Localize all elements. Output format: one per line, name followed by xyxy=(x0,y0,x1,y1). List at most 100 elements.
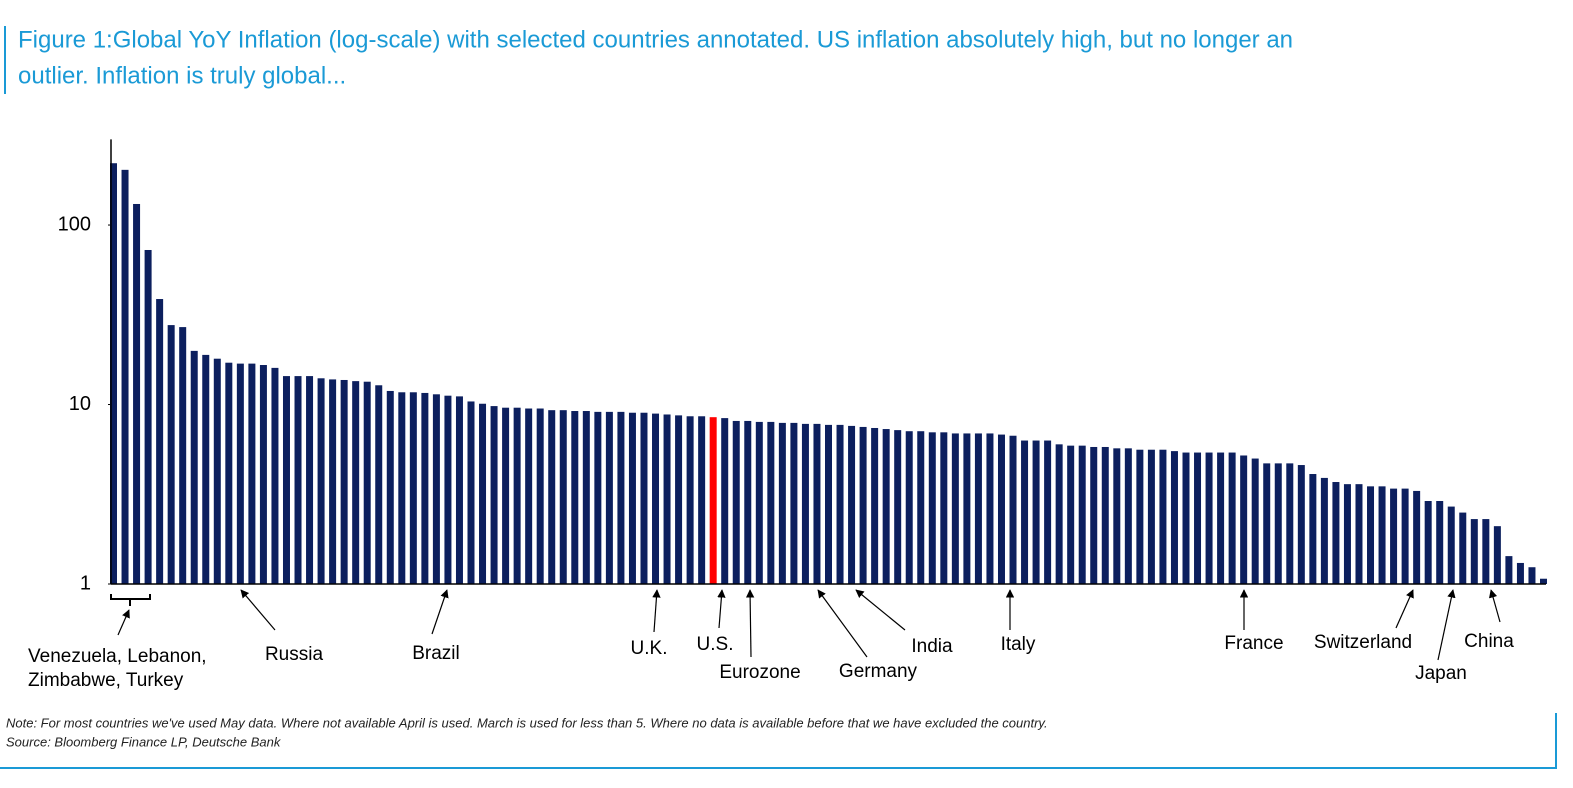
bar xyxy=(928,432,936,584)
note: Note: For most countries we've used May … xyxy=(6,715,1048,730)
bar xyxy=(421,392,429,584)
annotation-arrow xyxy=(1437,589,1456,661)
bar xyxy=(951,433,959,584)
bar xyxy=(848,425,856,584)
bar xyxy=(1436,501,1444,584)
annotation-arrow xyxy=(240,589,276,631)
bar xyxy=(513,407,521,584)
bar xyxy=(1413,490,1421,584)
bar xyxy=(248,363,256,584)
bar xyxy=(721,418,729,584)
bar xyxy=(1297,465,1305,584)
bar xyxy=(1401,488,1409,584)
annotation-arrow xyxy=(817,589,868,658)
bar xyxy=(490,406,498,584)
bar xyxy=(329,379,337,584)
bar xyxy=(755,421,763,584)
bar xyxy=(340,379,348,584)
bar xyxy=(1124,448,1132,584)
bar xyxy=(213,358,221,584)
bar xyxy=(1205,452,1213,584)
bar xyxy=(1378,486,1386,584)
bar xyxy=(548,410,556,584)
bar xyxy=(1505,556,1513,584)
bar xyxy=(525,408,533,584)
chart-title: Figure 1:Global YoY Inflation (log-scale… xyxy=(18,26,1293,53)
annotation: Venezuela, Lebanon, xyxy=(28,646,207,667)
annotation-arrow xyxy=(431,589,449,635)
bar xyxy=(271,367,279,584)
annotation-arrow xyxy=(1395,589,1414,629)
y-tick-label: 10 xyxy=(69,393,91,415)
annotation: China xyxy=(1464,631,1514,652)
bar xyxy=(1274,463,1282,584)
bar xyxy=(467,401,475,584)
bar xyxy=(1482,519,1490,584)
bar xyxy=(1078,445,1086,584)
bar xyxy=(1067,445,1075,584)
bar xyxy=(1263,463,1271,584)
bar xyxy=(652,413,660,584)
annotation: Eurozone xyxy=(719,662,800,683)
bar xyxy=(825,424,832,584)
annotation: Brazil xyxy=(412,643,460,664)
chart-title: outlier. Inflation is truly global... xyxy=(18,62,346,89)
bar xyxy=(1320,477,1328,584)
bar xyxy=(1424,501,1432,584)
bar xyxy=(663,414,671,584)
bar xyxy=(409,392,417,584)
annotation: U.K. xyxy=(631,638,668,659)
bar xyxy=(905,431,913,584)
bar xyxy=(859,426,867,584)
bar xyxy=(894,430,902,584)
bar xyxy=(1090,446,1098,584)
bar xyxy=(675,415,683,584)
bar xyxy=(1021,440,1029,584)
bar xyxy=(133,203,141,584)
bar xyxy=(1228,452,1236,584)
bar xyxy=(882,429,890,584)
bar xyxy=(571,411,579,584)
bar xyxy=(1459,512,1467,584)
bar xyxy=(282,376,290,584)
bar xyxy=(317,378,325,584)
bar xyxy=(1044,440,1052,584)
bar xyxy=(997,434,1005,584)
bar xyxy=(594,411,602,584)
bar xyxy=(1217,452,1225,584)
annotation: U.S. xyxy=(697,634,734,655)
bar xyxy=(1355,484,1363,584)
bar xyxy=(202,354,210,584)
bar xyxy=(236,363,244,584)
bar xyxy=(698,416,706,584)
bar xyxy=(1367,486,1375,584)
y-tick-label: 1 xyxy=(80,572,91,594)
bar xyxy=(640,412,648,584)
bar xyxy=(1309,474,1317,584)
bar xyxy=(294,376,302,584)
bar xyxy=(605,411,613,584)
bar xyxy=(1170,451,1178,584)
bar xyxy=(1032,440,1040,584)
annotation: Switzerland xyxy=(1314,632,1412,653)
bar xyxy=(986,433,994,584)
bar xyxy=(455,396,463,584)
bar xyxy=(1390,488,1398,584)
bar xyxy=(144,249,152,584)
bar xyxy=(386,390,394,584)
bar xyxy=(790,422,798,584)
bar xyxy=(1009,435,1017,584)
bar xyxy=(974,433,982,584)
bar xyxy=(536,408,544,584)
bar xyxy=(306,376,314,584)
bar xyxy=(1493,526,1501,584)
annotation-arrow xyxy=(717,589,726,629)
bar xyxy=(1194,452,1202,584)
source: Source: Bloomberg Finance LP, Deutsche B… xyxy=(6,734,282,749)
bar xyxy=(1113,448,1121,584)
annotation: Japan xyxy=(1415,663,1467,684)
bar xyxy=(259,365,267,584)
bar xyxy=(225,362,233,584)
bar xyxy=(559,410,567,584)
bar xyxy=(1147,449,1155,584)
